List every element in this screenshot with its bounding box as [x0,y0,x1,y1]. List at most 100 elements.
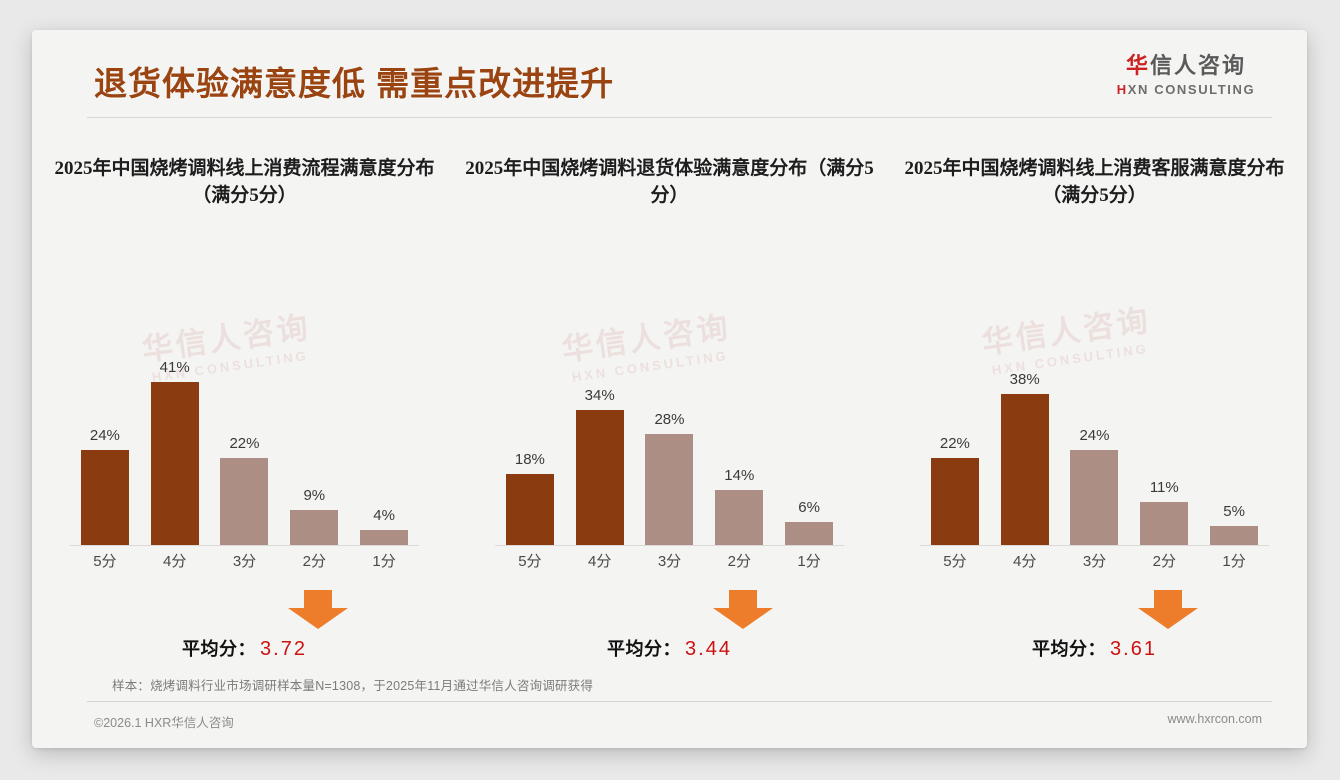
bar-value-label: 4% [373,507,395,524]
bar-slot[interactable]: 41% [140,286,210,546]
average-score-label: 平均分： [182,639,257,659]
bar-slot[interactable]: 22% [920,286,990,546]
bar-value-label: 11% [1149,479,1179,496]
bar-slot[interactable]: 24% [1060,286,1130,546]
company-logo: 华信人咨询 HXN CONSULTING [1101,52,1271,97]
chart-panel-customer-service-satisfaction: 2025年中国烧烤调料线上消费客服满意度分布（满分5分） 华信人咨询 HXN C… [882,138,1307,678]
average-score-label: 平均分： [1032,639,1107,659]
bar-slot[interactable]: 18% [495,286,565,546]
bar-value-label: 6% [798,499,820,516]
bar[interactable] [645,434,694,546]
bar[interactable] [150,382,199,546]
x-tick-label: 1分 [1222,553,1246,570]
page-title: 退货体验满意度低 需重点改进提升 [94,65,615,102]
header-divider [87,117,1272,118]
bar[interactable] [575,410,624,546]
bar-slot[interactable]: 38% [990,286,1060,546]
x-tick-label: 3分 [1082,553,1107,570]
bar-slot[interactable]: 6% [774,286,844,546]
bar[interactable] [290,510,339,546]
bar-value-label: 18% [514,451,545,468]
bar[interactable] [1140,502,1189,546]
average-score-value: 3.61 [1110,638,1157,660]
chart-panel-return-experience-satisfaction: 2025年中国烧烤调料退货体验满意度分布（满分5分） 华信人咨询 HXN CON… [457,138,882,678]
plot-area: 22% 38% 24% 11% [920,266,1269,546]
x-tick-label: 4分 [588,553,612,570]
charts-row: 2025年中国烧烤调料线上消费流程满意度分布（满分5分） 华信人咨询 HXN C… [32,138,1307,678]
bar-value-label: 5% [1223,503,1245,520]
bar-slot[interactable]: 14% [704,286,774,546]
x-tick-label: 1分 [797,553,821,570]
x-axis-line [495,545,844,546]
bar[interactable] [930,458,979,546]
bar[interactable] [785,522,834,546]
chart-title: 2025年中国烧烤调料线上消费客服满意度分布（满分5分） [904,158,1285,206]
bar-value-label: 38% [1009,371,1040,388]
bar[interactable] [1000,394,1049,546]
logo-english-name: HXN CONSULTING [1101,82,1271,97]
bar[interactable] [1210,526,1259,546]
x-axis-line [70,545,419,546]
logo-chinese-name: 华信人咨询 [1101,52,1271,80]
average-score-label: 平均分： [607,639,682,659]
x-tick-label: 5分 [93,553,117,570]
logo-en-rest: XN CONSULTING [1127,81,1256,97]
average-score: 平均分： 3.72 [32,635,457,661]
bar-slot[interactable]: 9% [279,286,349,546]
bar-slot[interactable]: 4% [349,286,419,546]
bar-group: 22% 38% 24% 11% [920,286,1269,546]
x-axis-tick-labels: 5分 4分 3分 2分 1分 [70,550,419,571]
bar-value-label: 41% [159,359,190,376]
bar-group: 24% 41% 22% 9% [70,286,419,546]
slide-header: 退货体验满意度低 需重点改进提升 华信人咨询 HXN CONSULTING [32,30,1307,122]
average-score-value: 3.44 [685,638,732,660]
bar-group: 18% 34% 28% 14% [495,286,844,546]
x-axis-line [920,545,1269,546]
x-tick-label: 4分 [1013,553,1037,570]
x-tick-label: 5分 [943,553,967,570]
bar-value-label: 22% [229,435,260,452]
bar-slot[interactable]: 11% [1129,286,1199,546]
bar[interactable] [80,450,129,546]
slide-card: 退货体验满意度低 需重点改进提升 华信人咨询 HXN CONSULTING 20… [32,30,1307,748]
average-score-value: 3.72 [260,638,307,660]
bar-value-label: 24% [1079,427,1110,444]
average-score: 平均分： 3.61 [882,635,1307,661]
copyright-text: ©2026.1 HXR华信人咨询 [94,716,234,730]
bar[interactable] [715,490,764,546]
bar-value-label: 34% [584,387,615,404]
bar-value-label: 9% [303,487,326,504]
x-tick-label: 4分 [163,553,187,570]
bar-slot[interactable]: 28% [635,286,705,546]
website-url[interactable]: www.hxrcon.com [1167,712,1262,726]
footer-divider [87,701,1272,702]
x-axis-tick-labels: 5分 4分 3分 2分 1分 [920,550,1269,571]
plot-area: 24% 41% 22% 9% [70,266,419,546]
logo-cn-red-char: 华 [1125,53,1150,78]
bar[interactable] [220,458,269,546]
bar[interactable] [360,530,409,546]
x-tick-label: 2分 [1152,553,1176,570]
average-score: 平均分： 3.44 [457,635,882,661]
x-axis-tick-labels: 5分 4分 3分 2分 1分 [495,550,844,571]
bar-value-label: 28% [654,411,685,428]
bar-slot[interactable]: 5% [1199,286,1269,546]
x-tick-label: 2分 [727,553,751,570]
bar-value-label: 14% [724,467,755,484]
chart-title: 2025年中国烧烤调料线上消费流程满意度分布（满分5分） [54,158,435,206]
logo-en-red-char: H [1116,81,1128,97]
bar-value-label: 22% [939,435,970,452]
bar-value-label: 24% [89,427,120,444]
bar-slot[interactable]: 34% [565,286,635,546]
bar-slot[interactable]: 24% [70,286,140,546]
x-tick-label: 5分 [518,553,542,570]
bar[interactable] [1070,450,1119,546]
x-tick-label: 2分 [302,553,326,570]
x-tick-label: 3分 [232,553,257,570]
plot-area: 18% 34% 28% 14% [495,266,844,546]
bar[interactable] [505,474,554,546]
chart-title: 2025年中国烧烤调料退货体验满意度分布（满分5分） [465,158,874,206]
chart-panel-process-satisfaction: 2025年中国烧烤调料线上消费流程满意度分布（满分5分） 华信人咨询 HXN C… [32,138,457,678]
x-tick-label: 3分 [657,553,682,570]
bar-slot[interactable]: 22% [210,286,280,546]
